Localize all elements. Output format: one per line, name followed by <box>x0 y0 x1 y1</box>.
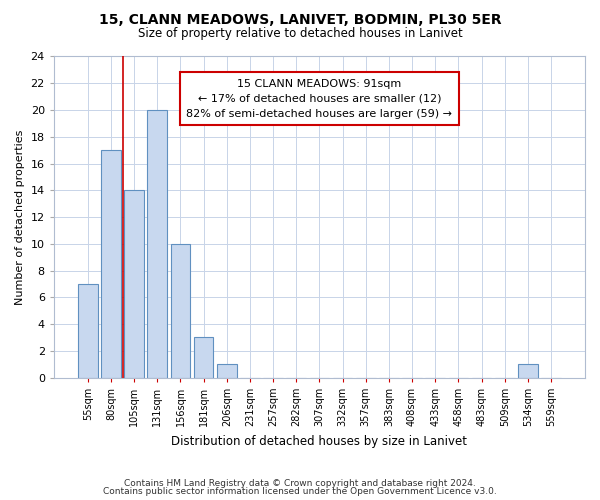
X-axis label: Distribution of detached houses by size in Lanivet: Distribution of detached houses by size … <box>172 434 467 448</box>
Bar <box>101 150 121 378</box>
Bar <box>217 364 236 378</box>
Text: Size of property relative to detached houses in Lanivet: Size of property relative to detached ho… <box>137 28 463 40</box>
Y-axis label: Number of detached properties: Number of detached properties <box>15 130 25 305</box>
Bar <box>78 284 98 378</box>
Bar <box>170 244 190 378</box>
Text: 15, CLANN MEADOWS, LANIVET, BODMIN, PL30 5ER: 15, CLANN MEADOWS, LANIVET, BODMIN, PL30… <box>98 12 502 26</box>
Bar <box>518 364 538 378</box>
Text: Contains public sector information licensed under the Open Government Licence v3: Contains public sector information licen… <box>103 487 497 496</box>
Bar <box>124 190 144 378</box>
Bar <box>194 338 214 378</box>
Text: 15 CLANN MEADOWS: 91sqm
← 17% of detached houses are smaller (12)
82% of semi-de: 15 CLANN MEADOWS: 91sqm ← 17% of detache… <box>187 79 452 118</box>
Text: Contains HM Land Registry data © Crown copyright and database right 2024.: Contains HM Land Registry data © Crown c… <box>124 478 476 488</box>
Bar <box>148 110 167 378</box>
